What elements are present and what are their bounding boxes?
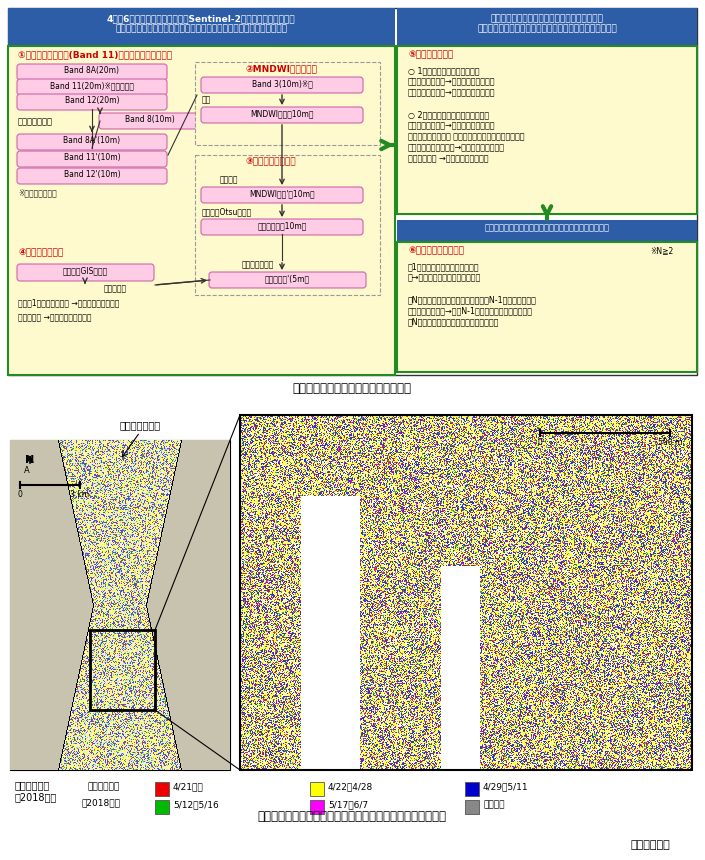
Text: 二値化画像（10m）: 二値化画像（10m） (257, 221, 307, 230)
Text: Band 12(20m): Band 12(20m) (65, 96, 119, 105)
Text: ※（）内は解像度: ※（）内は解像度 (18, 188, 56, 197)
Text: ・それ以外 →「取水なし」と判定: ・それ以外 →「取水なし」と判定 (408, 154, 489, 163)
FancyBboxPatch shape (201, 187, 363, 203)
Text: パンシャープン: パンシャープン (18, 117, 53, 126)
Text: ・「湛水なし」＆ 一つ前の観測日までに少なくとも: ・「湛水なし」＆ 一つ前の観測日までに少なくとも (408, 132, 525, 141)
Text: ・「湛水なし」→「取水なし」と判定: ・「湛水なし」→「取水なし」と判定 (408, 88, 496, 97)
Text: 4/29～5/11: 4/29～5/11 (483, 782, 529, 791)
Text: Band 8A(20m): Band 8A(20m) (64, 66, 120, 75)
Text: リサンプリング: リサンプリング (242, 260, 274, 269)
Bar (8, 8, 697, 375)
Text: A: A (24, 466, 30, 475)
FancyBboxPatch shape (209, 272, 366, 288)
Text: 二値化（Otsu法等）: 二値化（Otsu法等） (202, 207, 252, 216)
Text: ③二値化画像の作成: ③二値化画像の作成 (245, 157, 295, 166)
Text: 図１　水田の取水開始時期の把握手法: 図１ 水田の取水開始時期の把握手法 (293, 382, 412, 395)
Text: 図２　西蒲原土地改良区管内の取水開始時期別の圃場マップ: 図２ 西蒲原土地改良区管内の取水開始時期別の圃場マップ (257, 810, 446, 823)
Bar (90, 630, 155, 710)
Bar (8, 8, 395, 46)
Text: 5/12～5/16: 5/12～5/16 (173, 800, 219, 809)
Text: 一度「湛水あり」→「取水あり」と判定: 一度「湛水あり」→「取水あり」と判定 (408, 143, 505, 152)
FancyBboxPatch shape (17, 64, 167, 80)
FancyBboxPatch shape (17, 264, 154, 281)
Text: （2018年）: （2018年） (81, 798, 120, 807)
Text: 取水なし: 取水なし (483, 800, 505, 809)
FancyBboxPatch shape (99, 113, 201, 129)
Text: 0: 0 (538, 438, 542, 447)
Text: 0: 0 (18, 490, 23, 499)
Text: 二値化画像'(5m）: 二値化画像'(5m） (264, 274, 309, 283)
Text: ゾーン統計: ゾーン統計 (104, 284, 127, 293)
Text: 演算: 演算 (202, 95, 212, 104)
Text: Band 8(10m): Band 8(10m) (125, 115, 175, 124)
Text: 4/22～4/28: 4/22～4/28 (328, 782, 373, 791)
Bar (310, 800, 324, 814)
Bar (155, 800, 169, 814)
Text: ○ 1番目の観測日については、: ○ 1番目の観測日については、 (408, 66, 479, 75)
Text: ○ 2番目以降の観測日については、: ○ 2番目以降の観測日については、 (408, 110, 489, 119)
Text: 各観測日における湛水有無（観測日に湛水状態か否か）を圃場毎に判定: 各観測日における湛水有無（観測日に湛水状態か否か）を圃場毎に判定 (115, 24, 287, 33)
Bar (8, 46, 395, 375)
Text: 取水開始時期: 取水開始時期 (15, 780, 50, 790)
Text: Band 3(10m)※緑: Band 3(10m)※緑 (252, 79, 312, 88)
Text: ⑤取水有無の判定: ⑤取水有無の判定 (408, 50, 453, 59)
FancyBboxPatch shape (17, 168, 167, 184)
Text: 切り出し: 切り出し (220, 175, 238, 184)
Text: ④湛水有無の判定: ④湛水有無の判定 (18, 248, 63, 257)
Bar (397, 242, 697, 372)
Bar (465, 782, 479, 796)
Bar (195, 62, 380, 145)
Text: N: N (25, 455, 35, 465)
Text: ・N番目の観測日に「取水あり」＆（N-1）番目の観測日: ・N番目の観測日に「取水あり」＆（N-1）番目の観測日 (408, 295, 537, 304)
Text: 圃場区画GISデータ: 圃場区画GISデータ (62, 266, 108, 275)
Bar (10, 440, 230, 770)
Text: （福本昌人）: （福本昌人） (630, 840, 670, 850)
Text: Band 11'(10m): Band 11'(10m) (63, 153, 121, 162)
Text: Band 8A'(10m): Band 8A'(10m) (63, 136, 121, 145)
Text: 4/21以前: 4/21以前 (173, 782, 204, 791)
Text: 取水有無の判定結果を用い、取水開始時期を判定を判定: 取水有無の判定結果を用い、取水開始時期を判定を判定 (484, 223, 610, 232)
Text: Band 12'(10m): Band 12'(10m) (63, 170, 121, 179)
Text: →「同観測日以前」に取水開始: →「同観測日以前」に取水開始 (408, 273, 482, 282)
Bar (397, 8, 697, 46)
Bar (397, 220, 697, 242)
Text: （2018年）: （2018年） (15, 792, 57, 802)
Text: N番目の観測日までの期間」に取水開始: N番目の観測日までの期間」に取水開始 (408, 317, 499, 326)
FancyBboxPatch shape (17, 151, 167, 167)
Bar (310, 782, 324, 796)
Text: 4月～6月の晴天時に観測されたSentinel-2衛星データを入手し、: 4月～6月の晴天時に観測されたSentinel-2衛星データを入手し、 (106, 14, 295, 23)
Text: ①短波長赤外バンド(Band 11)データの解像度アップ: ①短波長赤外バンド(Band 11)データの解像度アップ (18, 50, 172, 59)
Text: 取水有無（観測日までに取水が開始されたか否か）を判定: 取水有無（観測日までに取水が開始されたか否か）を判定 (477, 24, 617, 33)
Bar (465, 800, 479, 814)
Text: 3 km: 3 km (70, 490, 90, 499)
FancyBboxPatch shape (17, 134, 167, 150)
Bar (240, 415, 692, 770)
FancyBboxPatch shape (201, 77, 363, 93)
FancyBboxPatch shape (201, 107, 363, 123)
Text: ⑥取水開始時期の判定: ⑥取水開始時期の判定 (408, 246, 464, 255)
Text: ・それ以外 →「湛水なし」と判定: ・それ以外 →「湛水なし」と判定 (18, 313, 92, 322)
Text: 湛水有無の判定結果を用い、各観測日について: 湛水有無の判定結果を用い、各観測日について (491, 14, 603, 23)
FancyBboxPatch shape (201, 219, 363, 235)
Text: Band 11(20m)※短波長赤外: Band 11(20m)※短波長赤外 (50, 81, 134, 90)
Bar (397, 46, 697, 214)
Bar (155, 782, 169, 796)
Bar (195, 155, 380, 295)
Text: 取水開始時期: 取水開始時期 (87, 782, 120, 791)
Text: 取水ブロック界: 取水ブロック界 (119, 420, 161, 430)
Text: MNDWI画像'（10m）: MNDWI画像'（10m） (249, 189, 315, 198)
Text: ・値が1の画素が過半数 →「湛水あり」と判定: ・値が1の画素が過半数 →「湛水あり」と判定 (18, 298, 119, 307)
Text: 500 m: 500 m (658, 438, 682, 447)
Text: ②MNDWI画像の作成: ②MNDWI画像の作成 (245, 64, 317, 73)
FancyBboxPatch shape (17, 79, 167, 95)
Text: ・「湛水あり」→「取水あり」と判定: ・「湛水あり」→「取水あり」と判定 (408, 77, 496, 86)
Text: 5/17～6/7: 5/17～6/7 (328, 800, 368, 809)
Text: ・「湛水あり」→「取水あり」と判定: ・「湛水あり」→「取水あり」と判定 (408, 121, 496, 130)
Text: MNDWI画像（10m）: MNDWI画像（10m） (250, 109, 314, 118)
Text: に「取水なし」→「（N-1）番目の観測日の翌日から: に「取水なし」→「（N-1）番目の観測日の翌日から (408, 306, 533, 315)
FancyBboxPatch shape (17, 94, 167, 110)
Text: ・1番目の観測日に「取水あり」: ・1番目の観測日に「取水あり」 (408, 262, 479, 271)
Text: ※N≧2: ※N≧2 (650, 246, 673, 255)
